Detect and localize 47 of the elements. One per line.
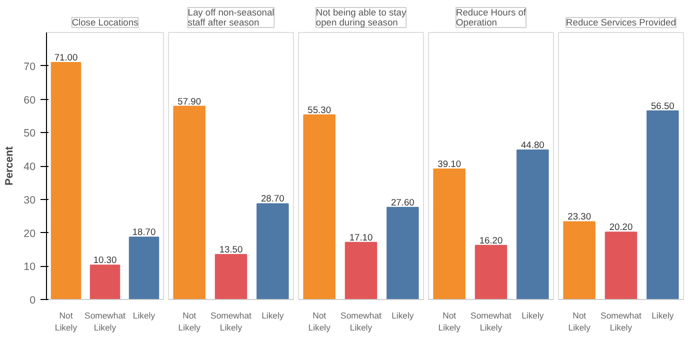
y-axis-title: Percent: [4, 146, 16, 186]
x-tick-label: Somewhat Likely: [600, 310, 642, 332]
data-label: 71.00: [54, 52, 78, 63]
chart-title: Lay off non-seasonal staff after season: [188, 8, 274, 28]
x-tick-label: Not Likely: [568, 310, 592, 332]
data-label: 39.10: [438, 159, 462, 170]
x-tick-label: Likely: [522, 310, 544, 320]
data-label: 17.10: [349, 232, 373, 242]
y-tick-label: 60: [24, 94, 36, 106]
chart-title: Not being able to stay open during season: [316, 8, 406, 28]
data-label: 28.70: [260, 194, 284, 204]
y-tick-label: 40: [24, 161, 36, 173]
data-label: 23.30: [568, 212, 592, 222]
x-tick-label: Likely: [262, 310, 284, 320]
x-tick-label: Not Likely: [178, 310, 202, 332]
data-label: 18.70: [132, 227, 156, 238]
y-tick-label: 50: [24, 128, 36, 140]
y-tick-label: 10: [24, 261, 36, 274]
bar: [90, 264, 120, 300]
x-tick-label: Likely: [652, 310, 674, 320]
x-tick-label: Not Likely: [54, 310, 78, 332]
x-tick-label: Somewhat Likely: [210, 310, 252, 332]
x-tick-label: Somewhat Likely: [470, 310, 512, 332]
chart-title: Close Locations: [72, 18, 139, 28]
x-tick-label: Somewhat Likely: [84, 310, 126, 332]
bar: [50, 62, 82, 300]
y-tick-label: 30: [24, 194, 36, 206]
data-label: 16.20: [479, 235, 503, 246]
y-tick-label: 20: [24, 228, 36, 240]
x-tick-label: Not Likely: [308, 310, 332, 332]
y-tick-label: 70: [24, 60, 36, 73]
x-tick-label: Likely: [132, 310, 156, 320]
data-label: 13.50: [219, 244, 243, 254]
x-tick-label: Somewhat Likely: [340, 310, 382, 332]
data-label: 57.90: [178, 96, 202, 106]
bar: [128, 236, 160, 300]
chart-title: Reduce Hours of Operation: [456, 8, 526, 28]
chart-title: Reduce Services Provided: [566, 18, 676, 28]
data-label: 27.60: [390, 197, 414, 208]
x-tick-label: Not Likely: [438, 310, 462, 332]
data-label: 44.80: [520, 140, 544, 150]
y-tick-label: 0: [30, 294, 36, 306]
data-label: 56.50: [650, 100, 674, 111]
data-label: 10.30: [93, 255, 117, 266]
data-label: 55.30: [308, 104, 332, 115]
x-tick-label: Likely: [392, 310, 414, 320]
data-label: 20.20: [609, 222, 633, 232]
